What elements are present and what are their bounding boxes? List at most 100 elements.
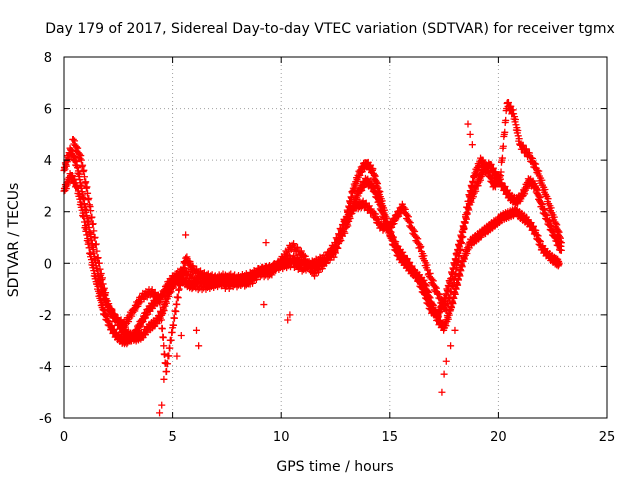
data-point-trace <box>354 177 362 185</box>
x-tick-label: 15 <box>382 430 399 445</box>
data-point <box>160 375 168 383</box>
data-point-trace <box>337 226 345 234</box>
data-point-trace <box>79 161 87 169</box>
y-tick-label: 6 <box>44 103 52 118</box>
data-point-trace <box>283 251 291 259</box>
y-tick-label: -2 <box>39 309 52 324</box>
data-point <box>156 409 164 417</box>
data-point-trace <box>93 247 101 255</box>
x-axis-label: GPS time / hours <box>276 459 393 475</box>
x-tick-label: 5 <box>168 430 176 445</box>
data-point-trace <box>252 276 260 284</box>
data-point-trace <box>96 265 104 273</box>
data-point-trace <box>85 194 93 202</box>
data-point <box>457 239 465 247</box>
data-point-trace <box>88 213 96 221</box>
data-point-trace <box>157 316 165 324</box>
data-point-trace <box>293 243 301 251</box>
data-point-trace <box>452 270 460 278</box>
data-point <box>555 259 563 267</box>
data-point-trace <box>464 197 472 205</box>
data-point-trace <box>102 289 110 297</box>
data-point-trace <box>157 308 165 316</box>
data-point-trace <box>339 222 347 230</box>
data-point-trace <box>80 173 88 181</box>
x-tick-label: 25 <box>599 430 616 445</box>
y-axis-label: SDTVAR / TECUs <box>6 183 22 298</box>
data-point-trace <box>158 325 166 333</box>
data-point-trace <box>170 321 178 329</box>
data-point-trace <box>102 295 110 303</box>
data-point-trace <box>329 243 337 251</box>
data-point-trace <box>83 183 91 191</box>
data-point-trace <box>87 207 95 215</box>
data-point <box>286 311 294 319</box>
data-point-trace <box>469 179 477 187</box>
data-point <box>438 388 446 396</box>
data-point-trace <box>497 168 505 176</box>
data-point <box>260 301 268 309</box>
data-point-trace <box>335 231 343 239</box>
y-tick-label: 8 <box>44 51 52 66</box>
data-point-trace <box>159 334 167 342</box>
data-point-trace <box>272 266 280 274</box>
data-point <box>464 120 472 128</box>
data-point-trace <box>177 282 185 290</box>
data-point-trace <box>194 272 202 280</box>
data-point-trace <box>334 236 342 244</box>
data-points <box>60 99 565 417</box>
data-point-trace <box>84 189 92 197</box>
data-point <box>262 239 270 247</box>
data-point-trace <box>268 271 276 279</box>
data-point-trace <box>160 307 168 315</box>
data-point <box>284 316 292 324</box>
data-point-trace <box>448 304 456 312</box>
data-point-trace <box>290 240 298 248</box>
plot-frame <box>63 56 608 419</box>
data-point-trace <box>460 225 468 233</box>
x-tick-label: 0 <box>60 430 68 445</box>
data-point-trace <box>455 252 463 260</box>
data-point-trace <box>461 218 469 226</box>
data-point <box>442 357 450 365</box>
data-point-trace <box>314 268 322 276</box>
data-point-trace <box>443 306 451 314</box>
data-point-trace <box>92 240 100 248</box>
data-point-trace <box>89 220 97 228</box>
data-point <box>173 352 181 360</box>
data-point-trace <box>162 299 170 307</box>
data-point-trace <box>444 315 452 323</box>
data-point-trace <box>167 336 175 344</box>
data-point-trace <box>65 155 73 163</box>
data-point-trace <box>170 314 178 322</box>
data-point-trace <box>499 142 507 150</box>
data-point-trace <box>446 294 454 302</box>
data-point-trace <box>173 300 181 308</box>
data-point-trace <box>454 259 462 267</box>
data-point-trace <box>156 299 164 307</box>
data-point-trace <box>290 263 298 271</box>
data-point-trace <box>297 247 305 255</box>
data-point <box>158 401 166 409</box>
data-point-trace <box>322 259 330 267</box>
data-point-trace <box>304 258 312 266</box>
data-point <box>557 239 565 247</box>
data-point <box>557 246 565 254</box>
y-tick-label: 0 <box>44 257 52 272</box>
data-point-trace <box>301 252 309 260</box>
data-point-trace <box>97 270 105 278</box>
data-point <box>182 231 190 239</box>
data-point-trace <box>326 252 334 260</box>
data-point-trace <box>502 116 510 124</box>
data-point-trace <box>165 352 173 360</box>
data-point-trace <box>248 279 256 287</box>
data-point-trace <box>453 264 461 272</box>
data-point-trace <box>163 368 171 376</box>
data-point-trace <box>305 259 313 267</box>
data-point <box>466 130 474 138</box>
x-tick-label: 10 <box>273 430 290 445</box>
data-point-trace <box>100 284 108 292</box>
x-ticks: 0 5 10 15 20 25 <box>60 57 615 445</box>
data-point-trace <box>99 280 107 288</box>
